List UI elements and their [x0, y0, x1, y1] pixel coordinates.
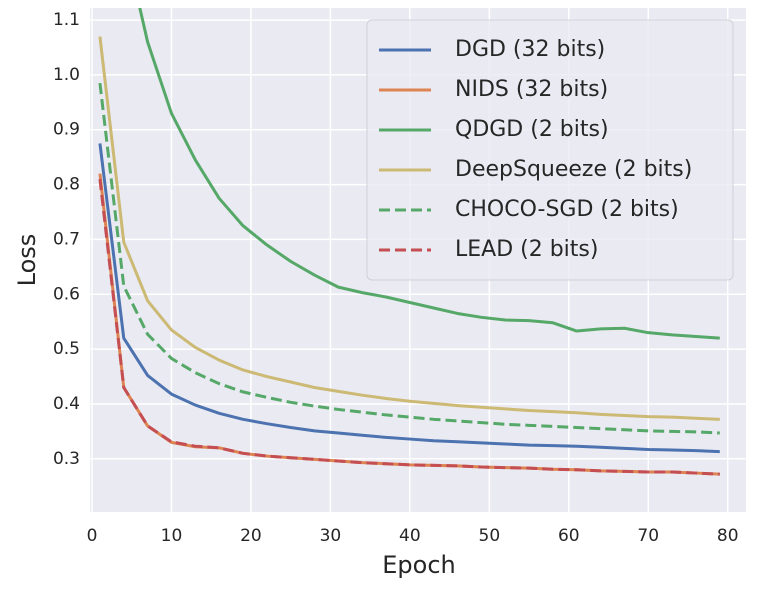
x-tick-label: 20	[240, 526, 262, 546]
legend-label: DGD (32 bits)	[455, 37, 605, 62]
x-tick-label: 80	[717, 526, 739, 546]
x-tick-label: 30	[320, 526, 342, 546]
x-tick-label: 60	[558, 526, 580, 546]
series-line	[98, 143, 720, 454]
y-tick-label: 0.4	[53, 394, 80, 414]
y-tick-label: 0.9	[53, 120, 80, 140]
y-tick-label: 1.0	[53, 65, 80, 85]
series-line	[98, 36, 720, 421]
x-tick-label: 50	[479, 526, 501, 546]
legend-label: CHOCO-SGD (2 bits)	[455, 197, 679, 222]
x-axis-label: Epoch	[382, 551, 456, 579]
legend-label: NIDS (32 bits)	[455, 77, 608, 102]
legend-label: LEAD (2 bits)	[455, 237, 598, 262]
y-axis-label: Loss	[13, 234, 41, 287]
x-tick-label: 40	[399, 526, 421, 546]
y-tick-label: 0.3	[53, 449, 80, 469]
x-tick-label: 10	[161, 526, 183, 546]
legend-box	[366, 19, 734, 281]
series-line	[98, 178, 720, 476]
y-tick-label: 0.5	[53, 339, 80, 359]
series-line	[98, 82, 720, 435]
x-tick-label: 0	[87, 526, 98, 546]
y-tick-label: 1.1	[53, 10, 80, 30]
legend-label: QDGD (2 bits)	[455, 117, 609, 142]
legend-label: DeepSqueeze (2 bits)	[455, 157, 692, 182]
y-tick-label: 0.7	[53, 229, 80, 249]
y-tick-label: 0.6	[53, 284, 80, 304]
x-tick-label: 70	[637, 526, 659, 546]
series-line	[138, 8, 720, 340]
y-tick-label: 0.8	[53, 175, 80, 195]
